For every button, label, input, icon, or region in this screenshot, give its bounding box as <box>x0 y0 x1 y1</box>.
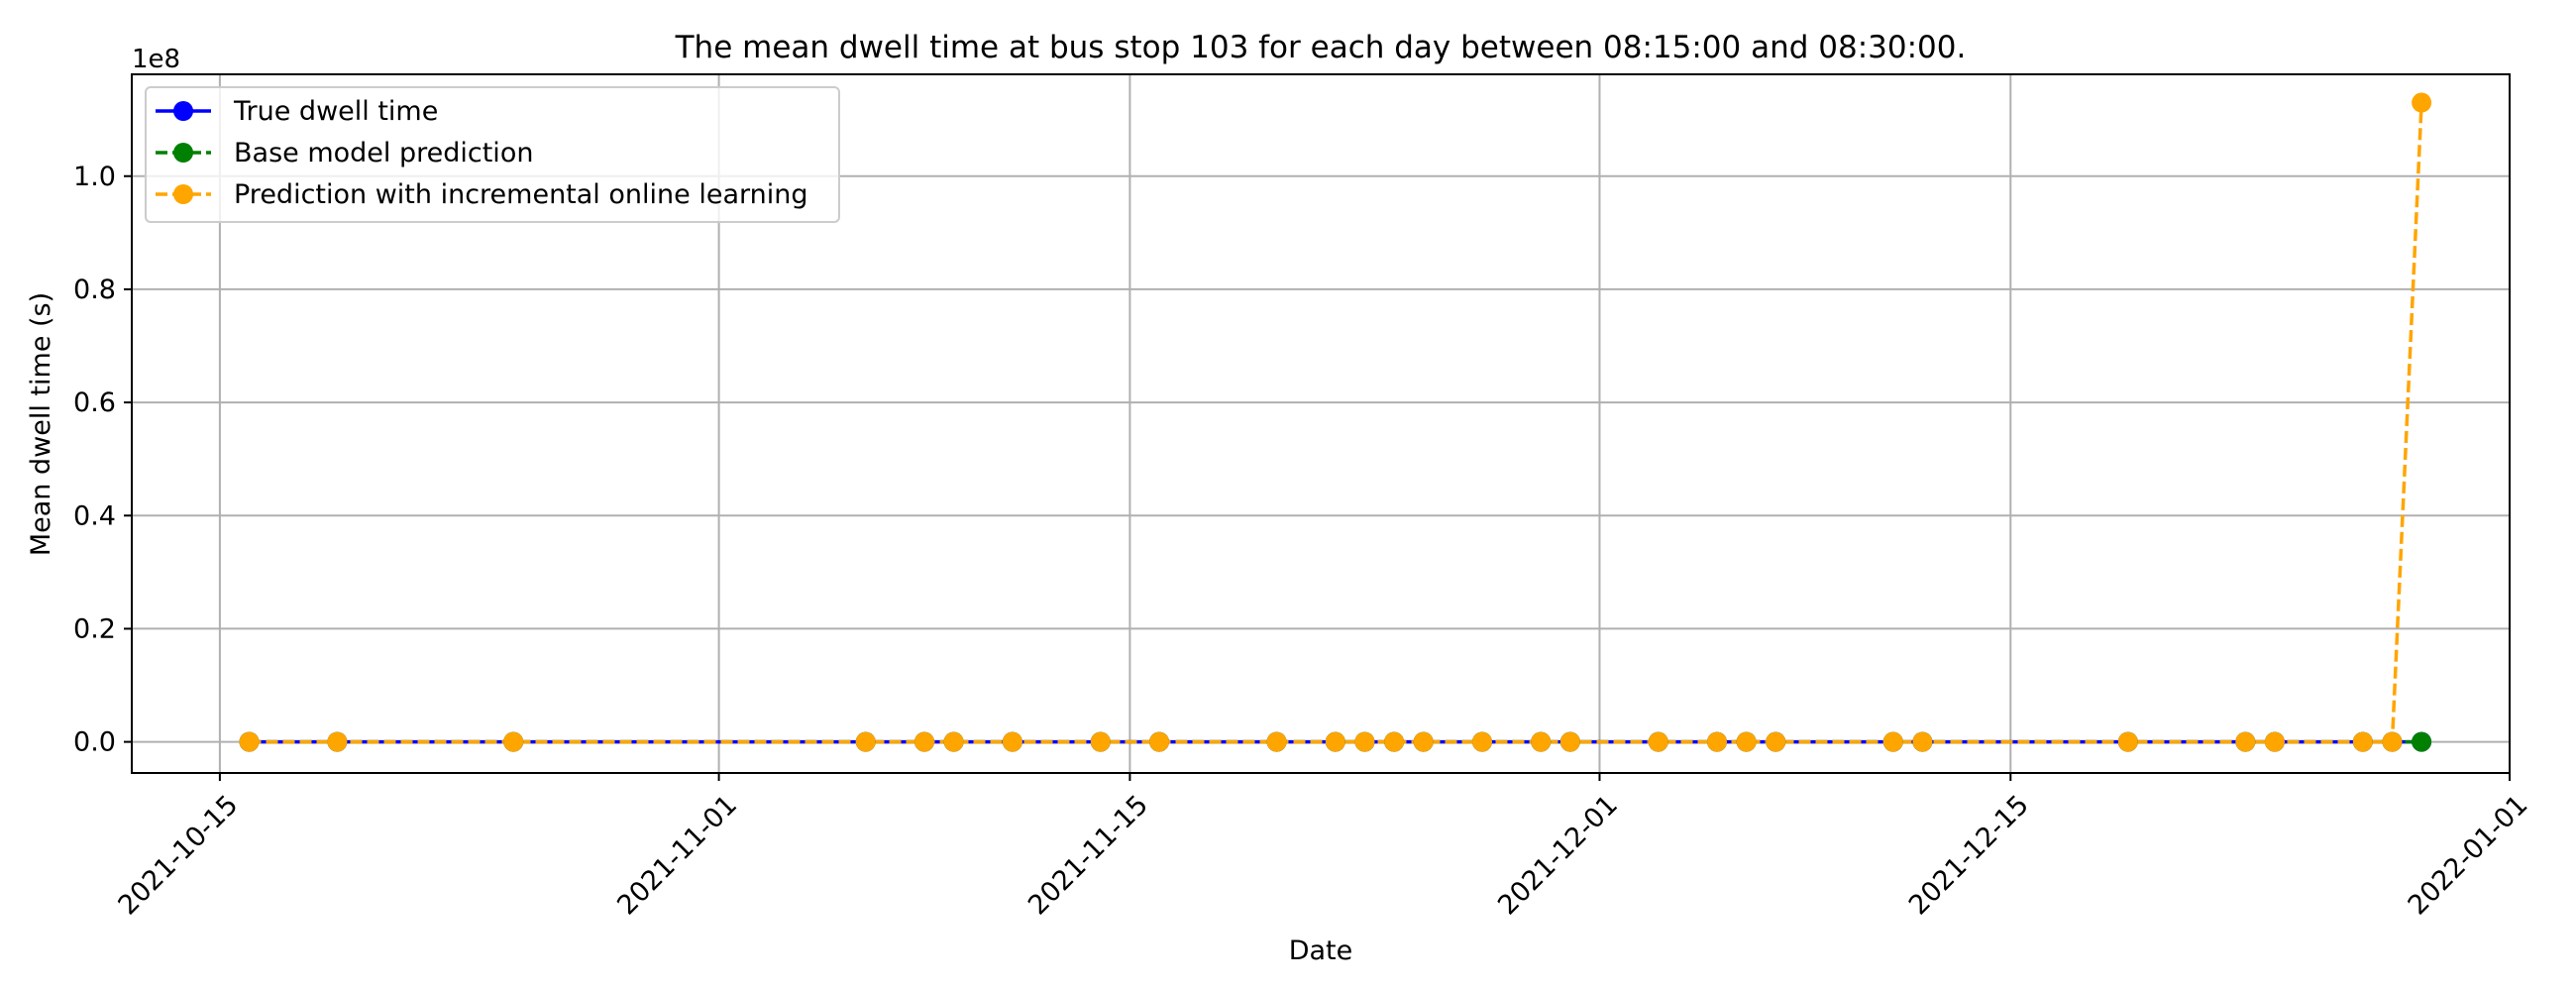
y-tick-label: 0.6 <box>73 387 116 418</box>
y-axis-label: Mean dwell time (s) <box>26 292 56 556</box>
series-2-point <box>2412 731 2432 752</box>
series-3-point <box>2382 731 2403 752</box>
y-tick-label: 0.2 <box>73 613 116 644</box>
legend: True dwell time Base model prediction Pred… <box>145 86 840 223</box>
legend-label-2: Base model prediction <box>234 138 533 168</box>
series-3-point <box>2412 92 2432 113</box>
series-3-point <box>503 731 524 752</box>
series-3-point <box>855 731 876 752</box>
series-3-point <box>1384 731 1405 752</box>
series-3-point <box>1266 731 1287 752</box>
y-tick-label: 0.4 <box>73 500 116 531</box>
series-3-point <box>1354 731 1375 752</box>
series-3-point <box>1531 731 1552 752</box>
series-3-point <box>1002 731 1022 752</box>
series-3-point <box>1882 731 1903 752</box>
legend-marker-2 <box>173 143 193 163</box>
series-3-point <box>1766 731 1786 752</box>
series-3-point <box>2264 731 2285 752</box>
chart-title: The mean dwell time at bus stop 103 for … <box>675 30 1967 65</box>
series-3-point <box>1471 731 1492 752</box>
legend-label-3: Prediction with incremental online learn… <box>234 179 808 210</box>
series-3-point <box>2117 731 2138 752</box>
plot-frame <box>131 73 2511 774</box>
y-tick-label: 1.0 <box>73 162 116 192</box>
series-3-point <box>943 731 964 752</box>
x-axis-label: Date <box>1289 936 1353 966</box>
y-axis-offset-label: 1e8 <box>132 45 180 74</box>
series-3-point <box>1912 731 1933 752</box>
series-3-point <box>1707 731 1727 752</box>
legend-label-1: True dwell time <box>233 96 438 127</box>
series-3-point <box>2352 731 2373 752</box>
legend-marker-3 <box>173 184 193 204</box>
series-3-point <box>914 731 934 752</box>
series-3-point <box>1325 731 1345 752</box>
series-3-point <box>327 731 348 752</box>
series-markers <box>239 92 2432 752</box>
series-3-point <box>239 731 260 752</box>
legend-marker-1 <box>173 101 193 121</box>
series-3-point <box>1648 731 1668 752</box>
series-3-point <box>1090 731 1111 752</box>
y-tick-label: 0.8 <box>73 275 116 305</box>
series-3-point <box>1413 731 1434 752</box>
y-tick-label: 0.0 <box>73 727 116 758</box>
series-3-point <box>1736 731 1757 752</box>
legend-box <box>145 86 840 223</box>
series-3-point <box>1559 731 1580 752</box>
series-3-point <box>2235 731 2256 752</box>
series-3-point <box>1149 731 1170 752</box>
